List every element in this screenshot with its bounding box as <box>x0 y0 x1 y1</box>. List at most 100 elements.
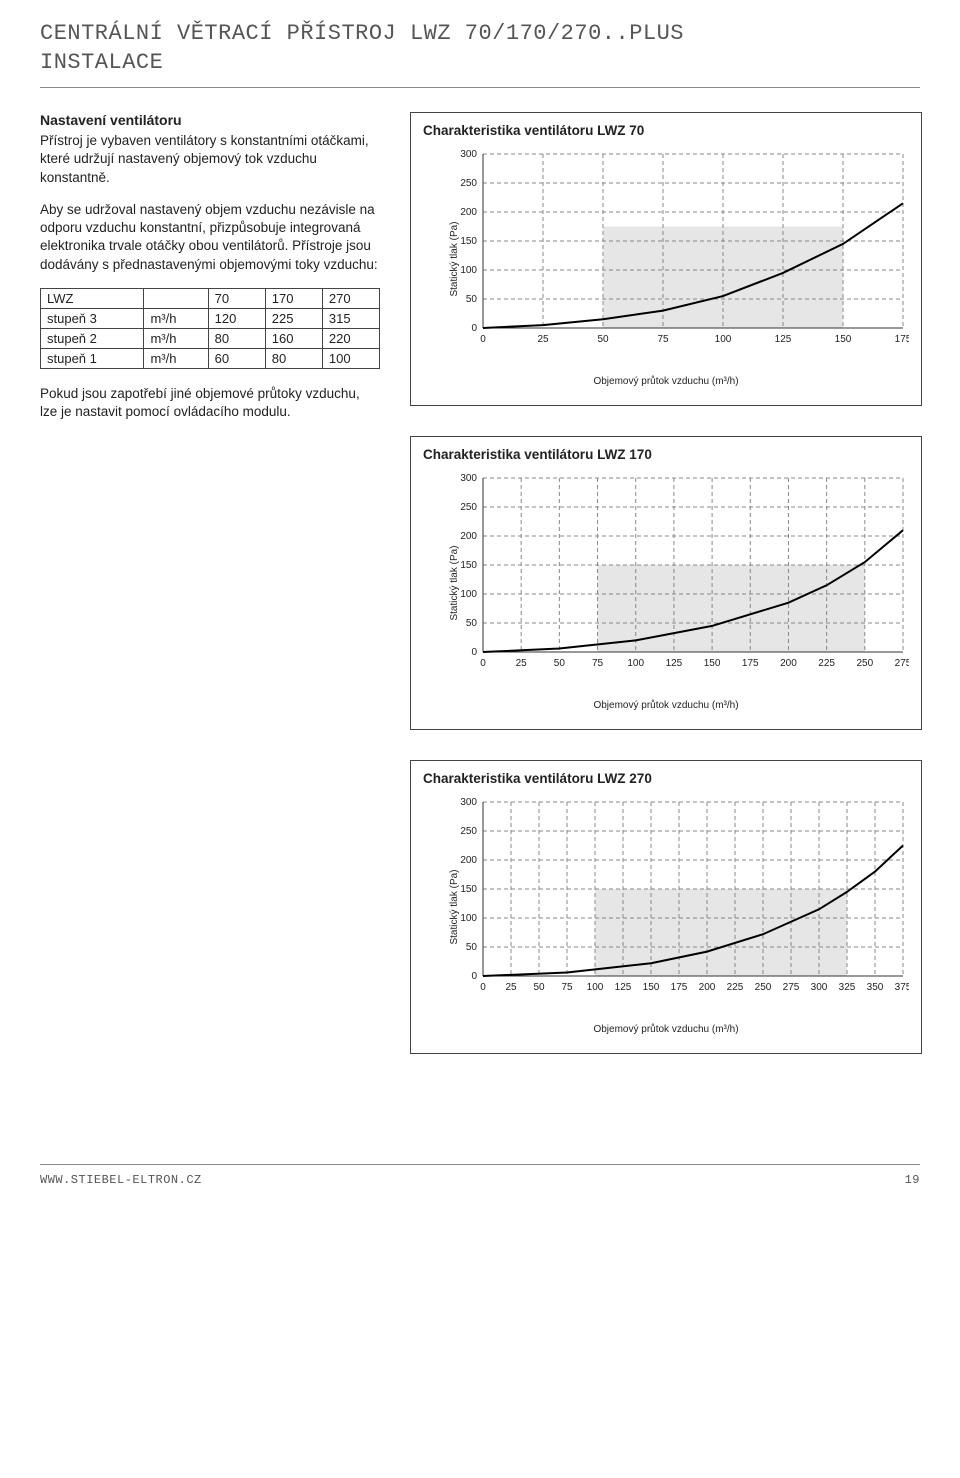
svg-text:175: 175 <box>671 982 688 993</box>
table-cell: 60 <box>208 348 265 368</box>
table-cell: 225 <box>265 308 322 328</box>
paragraph-1: Přístroj je vybaven ventilátory s konsta… <box>40 132 380 187</box>
svg-text:50: 50 <box>466 618 478 629</box>
svg-text:375: 375 <box>895 982 909 993</box>
svg-text:0: 0 <box>471 647 477 658</box>
svg-text:250: 250 <box>460 178 477 189</box>
svg-text:100: 100 <box>587 982 604 993</box>
svg-text:150: 150 <box>835 334 852 345</box>
svg-text:150: 150 <box>643 982 660 993</box>
footer-url: WWW.STIEBEL-ELTRON.CZ <box>40 1173 202 1187</box>
svg-text:200: 200 <box>460 531 477 542</box>
header-divider <box>40 87 920 88</box>
table-cell: stupeň 1 <box>41 348 144 368</box>
svg-text:50: 50 <box>554 658 566 669</box>
table-cell: m³/h <box>144 308 208 328</box>
svg-text:100: 100 <box>460 589 477 600</box>
svg-text:125: 125 <box>775 334 792 345</box>
svg-text:175: 175 <box>895 334 909 345</box>
svg-text:50: 50 <box>597 334 609 345</box>
page-footer: WWW.STIEBEL-ELTRON.CZ 19 <box>40 1164 920 1187</box>
paragraph-2: Aby se udržoval nastavený objem vzduchu … <box>40 201 380 274</box>
svg-text:25: 25 <box>505 982 517 993</box>
svg-text:100: 100 <box>460 265 477 276</box>
x-axis-label: Objemový průtok vzduchu (m³/h) <box>423 1024 909 1035</box>
svg-text:225: 225 <box>727 982 744 993</box>
svg-text:300: 300 <box>811 982 828 993</box>
svg-text:250: 250 <box>856 658 873 669</box>
x-axis-label: Objemový průtok vzduchu (m³/h) <box>423 376 909 387</box>
svg-text:300: 300 <box>460 149 477 160</box>
page-header: CENTRÁLNÍ VĚTRACÍ PŘÍSTROJ LWZ 70/170/27… <box>40 20 920 77</box>
svg-text:200: 200 <box>460 207 477 218</box>
y-axis-label: Statický tlak (Pa) <box>449 222 460 297</box>
x-axis-label: Objemový průtok vzduchu (m³/h) <box>423 700 909 711</box>
y-axis-label: Statický tlak (Pa) <box>449 870 460 945</box>
svg-text:100: 100 <box>715 334 732 345</box>
chart-card-lwz70: Charakteristika ventilátoru LWZ 70 Stati… <box>410 112 922 406</box>
table-cell: 315 <box>322 308 379 328</box>
table-cell: stupeň 3 <box>41 308 144 328</box>
table-cell: 220 <box>322 328 379 348</box>
table-row: stupeň 2 m³/h 80 160 220 <box>41 328 380 348</box>
svg-text:0: 0 <box>480 334 486 345</box>
table-cell: stupeň 2 <box>41 328 144 348</box>
table-header-cell: 170 <box>265 288 322 308</box>
chart-svg-lwz70: 0 50 100 150 200 250 300 0 25 50 75 100 125 150 175 <box>449 148 909 348</box>
y-axis-label: Statický tlak (Pa) <box>449 546 460 621</box>
chart-title: Charakteristika ventilátoru LWZ 270 <box>423 771 909 786</box>
svg-text:200: 200 <box>699 982 716 993</box>
svg-text:300: 300 <box>460 797 477 808</box>
svg-text:100: 100 <box>460 913 477 924</box>
table-header-cell: LWZ <box>41 288 144 308</box>
svg-text:125: 125 <box>666 658 683 669</box>
table-row: stupeň 3 m³/h 120 225 315 <box>41 308 380 328</box>
footer-page-number: 19 <box>905 1173 920 1187</box>
paragraph-3: Pokud jsou zapotřebí jiné objemové průto… <box>40 385 380 421</box>
table-cell: 160 <box>265 328 322 348</box>
table-cell: m³/h <box>144 328 208 348</box>
table-header-cell: 70 <box>208 288 265 308</box>
svg-text:300: 300 <box>460 473 477 484</box>
svg-text:50: 50 <box>533 982 545 993</box>
left-column: Nastavení ventilátoru Přístroj je vybave… <box>40 112 380 1084</box>
chart-svg-lwz270: 0501001502002503000255075100125150175200… <box>449 796 909 996</box>
chart-card-lwz270: Charakteristika ventilátoru LWZ 270 Stat… <box>410 760 922 1054</box>
svg-text:150: 150 <box>460 560 477 571</box>
svg-text:100: 100 <box>627 658 644 669</box>
table-cell: 80 <box>265 348 322 368</box>
right-column: Charakteristika ventilátoru LWZ 70 Stati… <box>410 112 922 1084</box>
svg-text:175: 175 <box>742 658 759 669</box>
table-header-row: LWZ 70 170 270 <box>41 288 380 308</box>
svg-text:75: 75 <box>657 334 669 345</box>
svg-text:325: 325 <box>839 982 856 993</box>
chart-title: Charakteristika ventilátoru LWZ 170 <box>423 447 909 462</box>
svg-text:0: 0 <box>471 971 477 982</box>
table-cell: m³/h <box>144 348 208 368</box>
svg-text:25: 25 <box>516 658 528 669</box>
svg-text:150: 150 <box>460 236 477 247</box>
chart-card-lwz170: Charakteristika ventilátoru LWZ 170 Stat… <box>410 436 922 730</box>
svg-text:250: 250 <box>460 826 477 837</box>
preset-flow-table: LWZ 70 170 270 stupeň 3 m³/h 120 225 315… <box>40 288 380 369</box>
svg-text:150: 150 <box>460 884 477 895</box>
svg-text:200: 200 <box>460 855 477 866</box>
table-cell: 100 <box>322 348 379 368</box>
svg-text:350: 350 <box>867 982 884 993</box>
svg-text:25: 25 <box>537 334 549 345</box>
table-row: stupeň 1 m³/h 60 80 100 <box>41 348 380 368</box>
svg-text:150: 150 <box>704 658 721 669</box>
svg-text:50: 50 <box>466 294 478 305</box>
chart-svg-lwz170: 0501001502002503000255075100125150175200… <box>449 472 909 672</box>
svg-text:0: 0 <box>471 323 477 334</box>
svg-text:200: 200 <box>780 658 797 669</box>
svg-text:225: 225 <box>818 658 835 669</box>
svg-text:50: 50 <box>466 942 478 953</box>
svg-text:75: 75 <box>561 982 573 993</box>
svg-text:250: 250 <box>755 982 772 993</box>
svg-text:275: 275 <box>783 982 800 993</box>
svg-text:250: 250 <box>460 502 477 513</box>
header-title-line1: CENTRÁLNÍ VĚTRACÍ PŘÍSTROJ LWZ 70/170/27… <box>40 20 920 49</box>
svg-text:0: 0 <box>480 982 486 993</box>
section-heading: Nastavení ventilátoru <box>40 112 380 128</box>
